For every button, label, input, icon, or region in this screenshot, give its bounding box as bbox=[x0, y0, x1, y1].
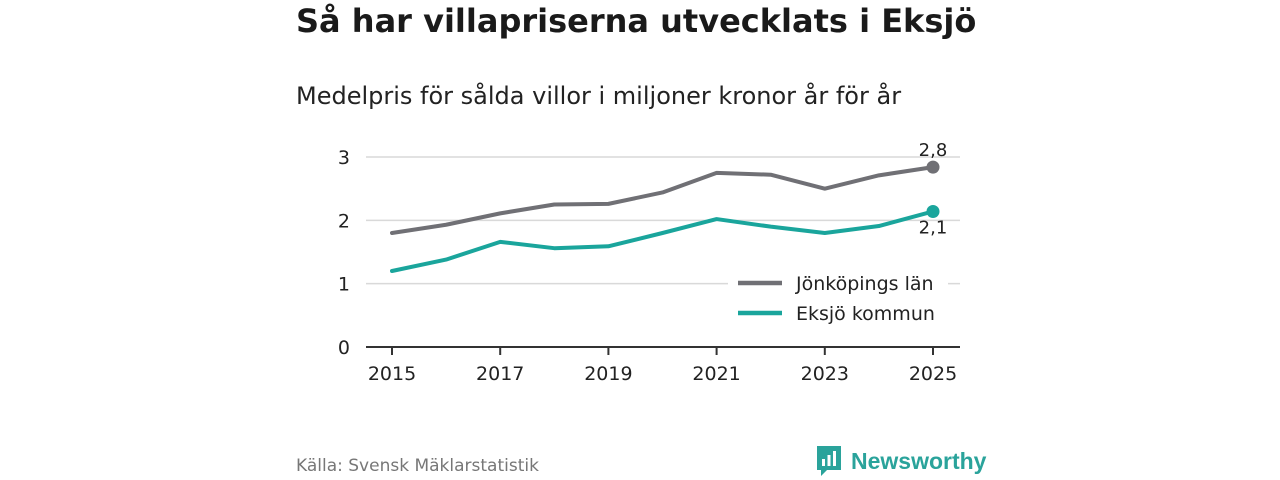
end-value-label: 2,1 bbox=[919, 217, 948, 238]
legend: Jönköpings län Eksjö kommun bbox=[728, 265, 948, 329]
legend-background bbox=[728, 265, 948, 329]
x-tick-label: 2015 bbox=[368, 363, 416, 385]
end-value-label: 2,8 bbox=[919, 140, 948, 161]
source-note: Källa: Svensk Mäklarstatistik bbox=[296, 456, 539, 476]
x-tick-label: 2025 bbox=[909, 363, 957, 385]
series-lines bbox=[390, 160, 940, 273]
newsworthy-logo-icon bbox=[817, 446, 841, 476]
chart-subtitle: Medelpris för sålda villor i miljoner kr… bbox=[296, 82, 902, 110]
x-tick-label: 2023 bbox=[801, 363, 849, 385]
legend-label: Jönköpings län bbox=[795, 273, 934, 295]
end-point-marker bbox=[926, 204, 940, 218]
series-line-1 bbox=[390, 209, 935, 273]
end-point-marker bbox=[926, 160, 940, 174]
y-tick-label: 0 bbox=[338, 337, 350, 359]
y-tick-label: 2 bbox=[338, 210, 350, 232]
x-tick-label: 2017 bbox=[476, 363, 524, 385]
end-labels: 2,8 2,1 bbox=[919, 140, 948, 238]
chart-title: Så har villapriserna utvecklats i Eksjö bbox=[296, 2, 977, 40]
y-tick-label: 3 bbox=[338, 147, 350, 169]
legend-label: Eksjö kommun bbox=[796, 303, 935, 325]
brand-logo: Newsworthy bbox=[815, 444, 986, 478]
brand-name: Newsworthy bbox=[851, 447, 987, 474]
series-line-0 bbox=[390, 165, 935, 235]
y-tick-label: 1 bbox=[338, 274, 350, 296]
x-axis-ticks: 2015 2017 2019 2021 2023 2025 bbox=[368, 347, 957, 385]
x-tick-label: 2021 bbox=[692, 363, 740, 385]
x-tick-label: 2019 bbox=[584, 363, 632, 385]
y-axis-ticks: 0 1 2 3 bbox=[338, 147, 350, 359]
